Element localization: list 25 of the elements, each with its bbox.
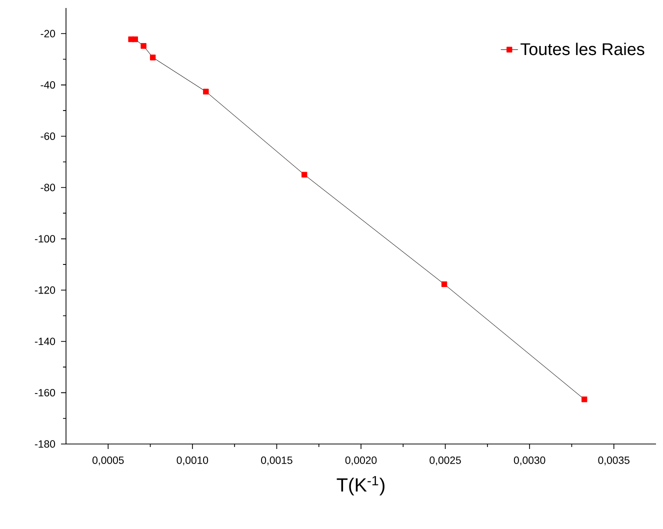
legend-label: Toutes les Raies [520,42,644,56]
y-tick-label: -160 [34,388,56,396]
y-tick-label: -80 [40,184,56,192]
y-tick-label: -20 [40,30,56,38]
x-tick-label: 0,0020 [345,456,377,466]
x-tick-label: 0,0010 [176,456,208,466]
y-tick-label: -140 [34,338,56,346]
y-tick-label: -100 [34,235,56,243]
point [150,54,156,60]
x-tick-label: 0,0015 [261,456,292,466]
y-tick-label: -180 [34,440,56,448]
y-tick-label: -40 [40,81,56,89]
x-tick-label: 0,0025 [430,456,461,466]
x-axis-title: T(K$^{-1}$) [336,476,384,496]
x-tick-label: 0,0005 [92,456,124,466]
y-tick-label: -60 [40,132,56,140]
point [582,396,588,402]
point [441,281,448,288]
point [140,43,146,49]
x-tick-label: 0,0030 [514,456,546,466]
x-tick-label: 0,0035 [598,456,630,466]
point [132,36,138,42]
y-tick-label: -120 [34,286,56,294]
point [203,88,209,94]
point [302,172,308,178]
